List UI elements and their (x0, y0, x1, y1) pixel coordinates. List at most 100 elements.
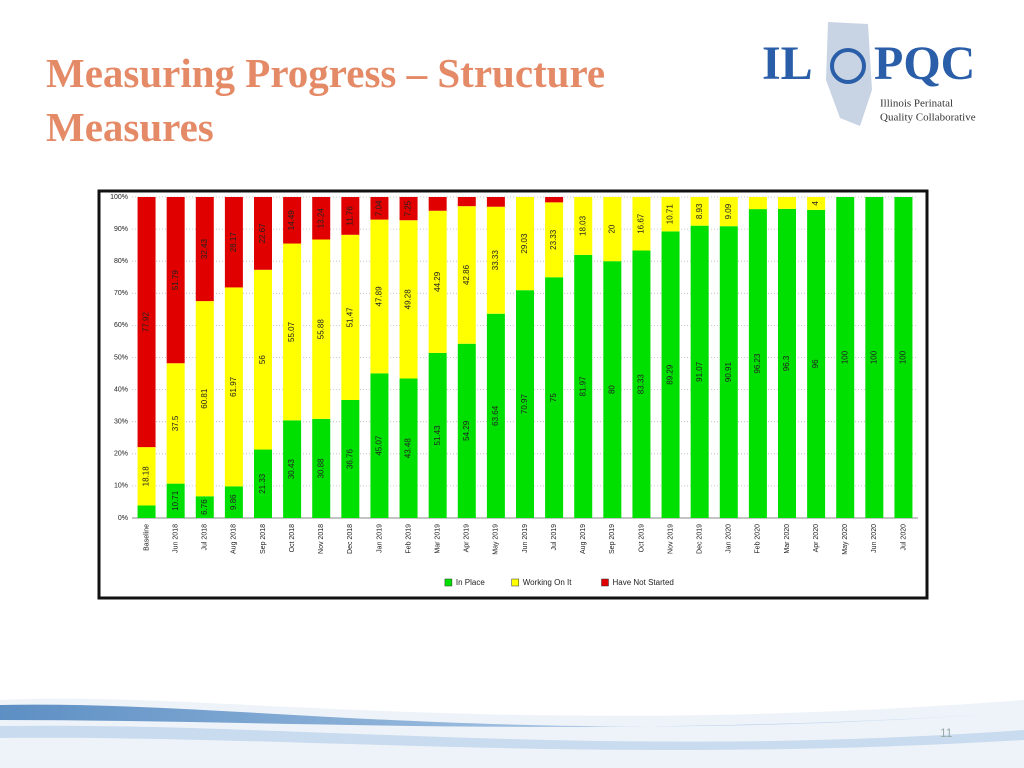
legend-label: Working On It (523, 578, 573, 587)
bar-segment (370, 373, 389, 518)
logo-text: IL (762, 37, 813, 90)
bar-segment (632, 197, 651, 251)
data-label: 14.49 (287, 210, 296, 231)
bar-segment (224, 486, 243, 518)
data-label: 75 (549, 393, 558, 402)
x-tick-label: Mar 2020 (784, 524, 791, 554)
bar-segment (545, 277, 564, 518)
chart-frame (97, 189, 929, 600)
data-label: 13.24 (316, 208, 325, 229)
bar-segment (603, 197, 622, 262)
bar-segment (370, 197, 389, 220)
x-tick-label: Aug 2018 (231, 524, 238, 554)
legend-label: In Place (456, 578, 485, 587)
x-tick-label: Aug 2019 (580, 524, 587, 554)
y-tick-label: 0% (118, 515, 128, 522)
x-tick-label: Oct 2019 (638, 524, 645, 553)
bar-segment (807, 197, 826, 210)
bar-segment (778, 197, 796, 209)
logo-subtitle: Illinois Perinatal (880, 98, 953, 110)
x-tick-label: Apr 2019 (464, 524, 471, 553)
y-tick-label: 60% (114, 322, 128, 329)
y-tick-label: 20% (114, 451, 128, 458)
x-tick-label: May 2019 (493, 524, 500, 555)
legend-swatch (601, 578, 609, 587)
x-tick-label: May 2020 (842, 524, 849, 555)
bar-segment (632, 250, 651, 519)
data-label: 30.43 (287, 459, 296, 480)
bar-segment (486, 197, 505, 207)
bar-segment (370, 219, 389, 374)
x-tick-label: Oct 2018 (289, 524, 296, 553)
data-label: 51.47 (345, 307, 354, 328)
bar-segment (778, 208, 796, 518)
bar-segment (574, 197, 593, 255)
y-tick-label: 90% (114, 226, 128, 233)
data-label: 61.97 (229, 376, 238, 397)
data-label: 55.88 (316, 319, 325, 340)
data-label: 28.17 (229, 232, 238, 253)
data-label: 49.28 (404, 289, 413, 310)
data-label: 96 (811, 359, 820, 368)
bar-segment (457, 206, 476, 344)
data-label: 16.67 (637, 213, 646, 234)
data-label: 21.33 (258, 473, 267, 494)
data-label: 6.76 (200, 499, 209, 515)
x-tick-label: Baseline (143, 524, 150, 551)
data-label: 51.43 (433, 425, 442, 446)
bar-segment (224, 287, 243, 487)
x-tick-label: Jul 2018 (202, 524, 209, 551)
data-label: 60.81 (200, 388, 209, 409)
bar-segment (748, 209, 767, 519)
data-label: 55.07 (287, 321, 296, 342)
data-label: 63.64 (491, 405, 500, 426)
legend-label: Have Not Started (613, 578, 674, 587)
bar-segment (428, 210, 447, 353)
data-label: 83.33 (637, 374, 646, 395)
data-label: 44.29 (433, 271, 442, 292)
bar-segment (341, 197, 360, 235)
data-label: 56 (258, 355, 267, 364)
slide-title: Measuring Progress – Structure Measures (46, 46, 726, 154)
logo-icon (830, 48, 866, 84)
data-label: 96.3 (782, 355, 791, 371)
bar-segment (545, 202, 564, 278)
data-label: 32.43 (200, 238, 209, 259)
bar-segment (399, 220, 418, 379)
bar-segment (137, 505, 156, 518)
x-tick-label: Jun 2020 (871, 524, 878, 553)
data-label: 96.23 (753, 353, 762, 374)
x-tick-label: Sep 2018 (260, 524, 267, 554)
y-tick-label: 10% (114, 483, 128, 490)
data-label: 9.09 (724, 203, 733, 219)
data-label: 45.07 (375, 435, 384, 456)
bar-segment (516, 290, 534, 518)
bar-segment (661, 231, 680, 519)
bar-segment (719, 197, 738, 227)
bar-segment (690, 225, 709, 519)
data-label: 23.33 (549, 229, 558, 250)
bar-segment (486, 206, 505, 314)
x-tick-label: Feb 2019 (405, 524, 412, 554)
logo-text: PQC (874, 37, 975, 90)
bar-segment (894, 197, 913, 518)
bar-segment (545, 197, 564, 203)
data-label: 22.67 (258, 223, 267, 244)
data-label: 80 (607, 385, 616, 394)
bar-segment (312, 239, 331, 419)
y-tick-label: 40% (114, 386, 128, 393)
data-label: 29.03 (520, 233, 529, 254)
bar-segment (195, 301, 214, 497)
bar-segment (195, 197, 214, 302)
x-tick-label: Jun 2019 (522, 524, 529, 553)
bar-segment (254, 197, 272, 270)
data-label: 77.92 (142, 312, 151, 333)
bar-segment (690, 197, 709, 226)
bar-segment (807, 209, 826, 518)
data-label: 51.79 (171, 270, 180, 291)
bar-segment (283, 243, 302, 421)
bar-segment (399, 196, 418, 221)
data-label: 11.76 (345, 206, 354, 226)
